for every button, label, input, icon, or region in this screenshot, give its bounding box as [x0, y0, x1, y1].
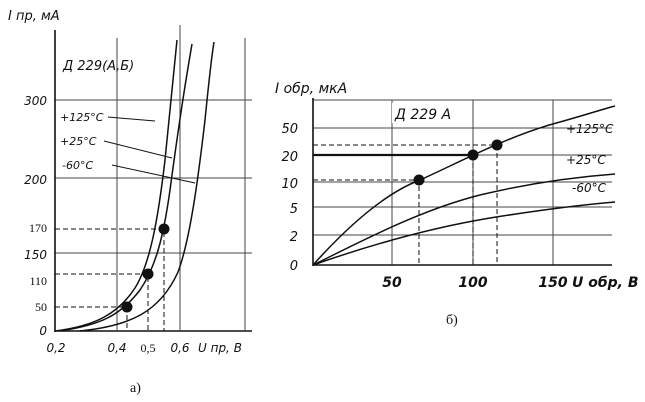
series-minus60 — [79, 41, 215, 332]
x-tick-label: 0,2 — [46, 341, 65, 355]
x-tick-label: 0,6 — [170, 341, 189, 355]
y-tick-label: 5 — [290, 202, 298, 217]
panel-b-markers — [413, 139, 503, 186]
panel-b-caption: б) — [446, 313, 458, 328]
x-tick-label: 0,5 — [141, 341, 156, 355]
y-tick-label: 300 — [24, 94, 47, 108]
marker-point — [142, 268, 154, 280]
panel-a-x-ticks: 0,2 0,4 0,5 0,6 — [46, 341, 189, 355]
panel-a-xlabel: U пр, В — [198, 341, 242, 355]
y-tick-label: 200 — [24, 173, 47, 187]
y-tick-label: 110 — [29, 274, 47, 288]
y-tick-label: 170 — [29, 221, 47, 235]
y-tick-label: 150 — [24, 248, 47, 262]
panel-b-x-ticks: 50 100 150 — [382, 275, 568, 291]
panel-b-series-label: -60°C — [572, 181, 607, 195]
x-tick-label: 0,4 — [107, 341, 126, 355]
series-plus125 — [312, 105, 616, 266]
y-tick-label: 2 — [290, 230, 298, 245]
y-tick-label: 50 — [35, 300, 47, 314]
panel-a-guides — [55, 228, 165, 331]
y-tick-label: 0 — [39, 324, 47, 338]
panel-b-model-label: Д 229 А — [394, 107, 451, 123]
panel-b-y-ticks: 0 2 5 10 20 50 — [281, 122, 298, 274]
panel-a-ylabel: I пр, мА — [8, 9, 60, 24]
panel-a-series-label: -60°C — [62, 159, 93, 172]
panel-a-markers — [121, 223, 170, 313]
panel-a-series-label: +125°C — [60, 111, 104, 124]
series-plus125 — [54, 39, 178, 332]
panel-b-model-label-bg — [392, 103, 462, 123]
panel-b-grid — [313, 99, 612, 265]
panel-a-caption: а) — [130, 381, 141, 396]
marker-point — [121, 301, 133, 313]
x-tick-label: 150 — [538, 275, 567, 291]
panel-a-y-ticks: 0 50 110 150 170 200 300 — [24, 94, 47, 338]
panel-b-curves — [312, 105, 616, 266]
y-tick-label: 0 — [290, 259, 298, 274]
panel-a-grid — [55, 25, 252, 330]
panel-a-series-label: +25°C — [60, 135, 97, 148]
series-plus25 — [312, 173, 616, 266]
series-minus60 — [312, 201, 616, 266]
y-tick-label: 20 — [281, 150, 298, 165]
panel-b: Д 229 А +125°C +25°C -60°C I обр, мкА 0 … — [275, 81, 639, 328]
panel-b-series-label: +25°C — [566, 153, 606, 167]
panel-b-series-label: +125°C — [566, 122, 614, 136]
panel-a-model-label: Д 229(А,Б) — [62, 59, 134, 74]
panel-b-ylabel: I обр, мкА — [275, 81, 347, 97]
marker-point — [467, 149, 479, 161]
y-tick-label: 10 — [281, 177, 298, 192]
series-plus25 — [59, 43, 193, 332]
x-tick-label: 100 — [458, 275, 487, 291]
panel-b-xlabel: U обр, В — [572, 275, 639, 291]
y-tick-label: 50 — [281, 122, 298, 137]
panel-a-curves — [54, 39, 215, 332]
x-tick-label: 50 — [382, 275, 402, 291]
panel-b-guides — [313, 144, 498, 265]
marker-point — [413, 174, 425, 186]
panel-a-label-leaders — [103, 116, 196, 184]
marker-point — [491, 139, 503, 151]
marker-point — [158, 223, 170, 235]
panel-a: I пр, мА Д 229(А,Б) +125°C +25°C -60°C 0… — [8, 9, 252, 396]
